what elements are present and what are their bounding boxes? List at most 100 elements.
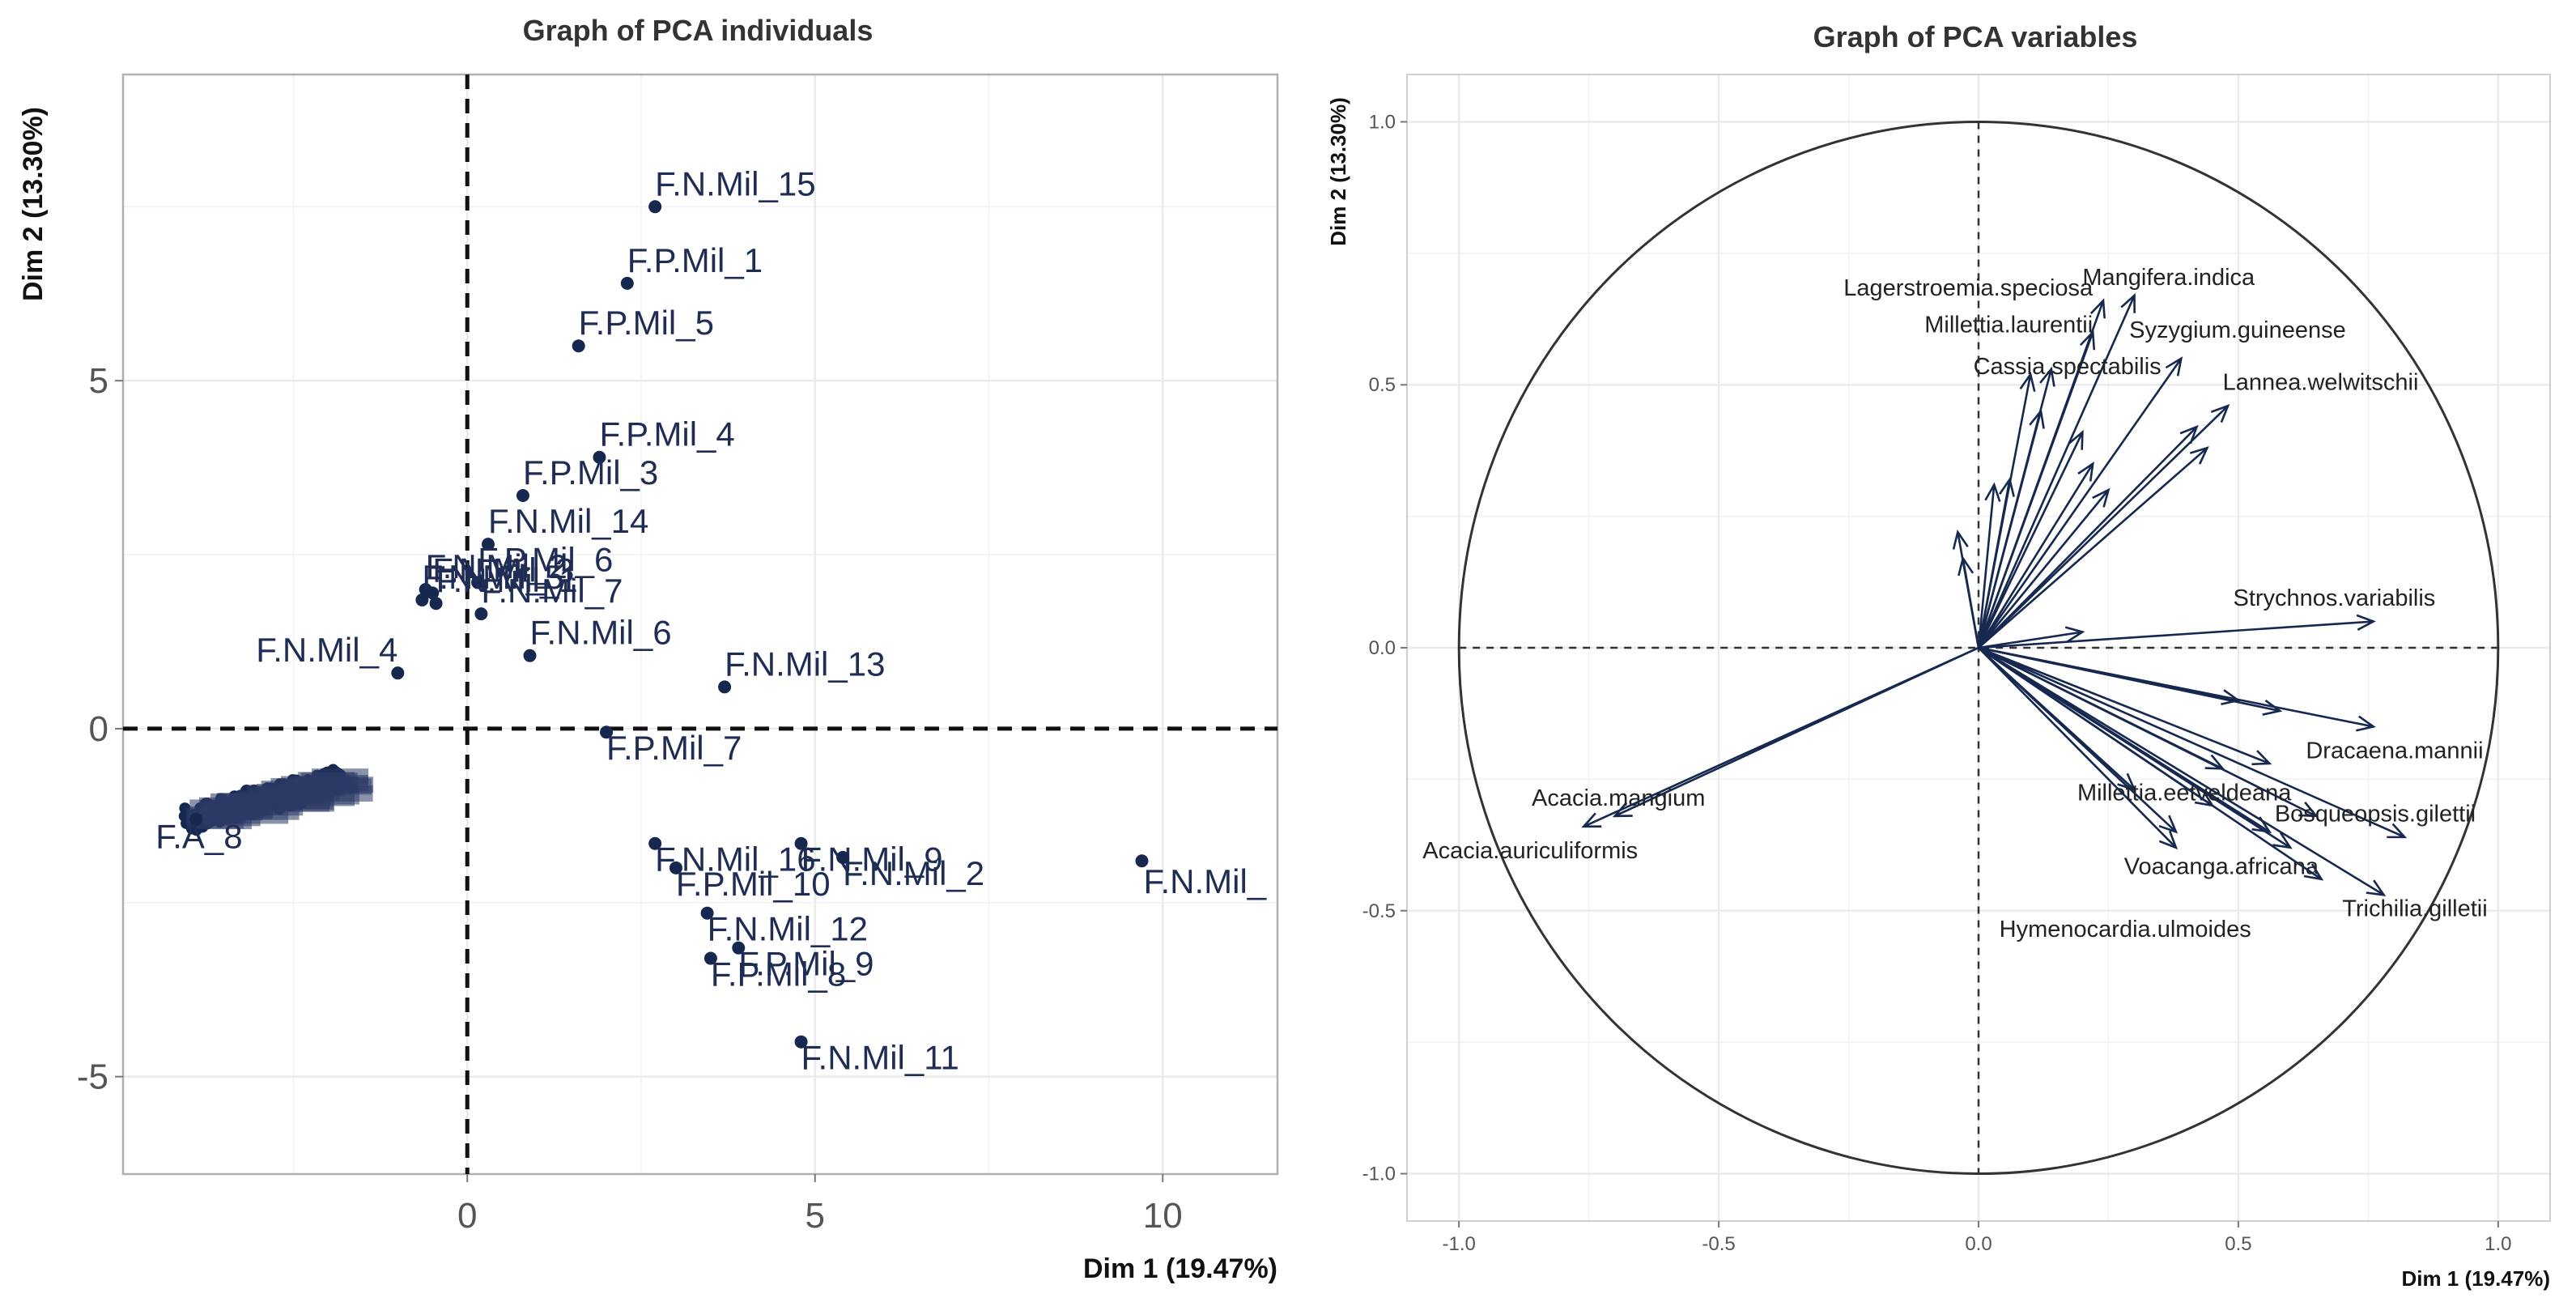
variable-arrow-head xyxy=(1958,555,1975,577)
variable-arrow-head xyxy=(2120,292,2136,313)
point-label: F.N.Mil_2 xyxy=(843,854,984,892)
y-tick-label: 0 xyxy=(89,709,108,749)
variable-arrow xyxy=(1977,368,2053,649)
y-tick-label: -5 xyxy=(77,1057,108,1097)
y-tick-label: 1.0 xyxy=(1369,111,1396,133)
x-tick-label: 5 xyxy=(805,1196,824,1236)
variable-arrow-head xyxy=(2356,715,2376,732)
variable-label: Millettia.eetveldeana xyxy=(2077,780,2292,806)
point-label: F.P.Mil_7 xyxy=(606,729,742,767)
data-point xyxy=(426,586,440,600)
data-point xyxy=(415,593,429,606)
variable-label: Lagerstroemia.speciosa xyxy=(1843,275,2094,301)
y-tick-label: 5 xyxy=(89,361,108,401)
point-label: F.N.Mil_9 xyxy=(801,840,943,879)
variable-arrow xyxy=(1978,447,2208,649)
variable-arrow xyxy=(1977,373,2032,649)
data-point xyxy=(391,666,405,680)
variable-arrow-head xyxy=(2210,403,2230,423)
variable-label: Dracaena.mannii xyxy=(2306,738,2483,764)
data-point xyxy=(471,576,485,589)
variable-arrow-head xyxy=(1581,812,1602,828)
data-point xyxy=(700,906,714,920)
point-label: F.N.Mil_1 xyxy=(436,561,578,599)
data-point xyxy=(429,597,443,611)
point-label: F.P.Mil_8 xyxy=(711,955,846,994)
variable-arrow xyxy=(1977,295,2136,649)
variable-arrow xyxy=(1978,405,2229,649)
variable-arrow-head xyxy=(2356,614,2376,631)
variable-arrow-head xyxy=(2262,699,2283,716)
point-label: F.P.Mil_10 xyxy=(676,865,831,903)
point-label: F.N.Mil_12 xyxy=(708,910,868,948)
point-label: F.N.Mil_2 xyxy=(426,547,567,585)
point-label: F.N.Mil_3 xyxy=(432,551,574,589)
data-point xyxy=(516,488,529,502)
variable-arrow xyxy=(1977,484,1996,649)
x-tick-label: 0 xyxy=(457,1196,477,1236)
variable-arrow-head xyxy=(2039,366,2055,387)
variable-arrow xyxy=(1978,631,2083,649)
panel-border xyxy=(121,73,1279,1176)
data-point xyxy=(794,836,808,850)
point-label: F.N.Mil_13 xyxy=(725,645,885,683)
variable-arrow xyxy=(1978,647,2136,791)
point-label: F.N.Mil_6 xyxy=(530,614,672,652)
variable-arrow-head xyxy=(2019,372,2036,392)
point-label: F.P.Mil_6 xyxy=(478,540,613,578)
variable-arrow-head xyxy=(1612,802,1633,818)
data-point xyxy=(836,850,850,864)
x-tick-label: -0.5 xyxy=(1702,1233,1735,1255)
y-tick-label: -1.0 xyxy=(1362,1164,1396,1185)
x-axis-label: Dim 1 (19.47%) xyxy=(1083,1253,1277,1284)
variable-arrow xyxy=(1978,646,2405,839)
x-axis-label: Dim 1 (19.47%) xyxy=(2401,1266,2550,1291)
point-label: F.P.Mil_3 xyxy=(523,453,658,491)
variable-arrow xyxy=(1977,462,2094,649)
point-label: F.P.Mil_5 xyxy=(579,304,714,342)
variable-arrow xyxy=(1978,647,2177,849)
point-label: F.N.Mil_11 xyxy=(801,1039,959,1077)
variable-arrow-head xyxy=(2272,832,2293,849)
variable-arrow xyxy=(1978,646,2323,880)
point-label: F.P.Mil_9 xyxy=(738,945,874,983)
variable-label: Millettia.laurentii xyxy=(1924,312,2093,338)
x-tick-label: 0.5 xyxy=(2225,1233,2251,1255)
pca-variables-chart: -1.0 -0.5 0.0 0.5 1.0 -1.0 -0.5 0.0 0.5 1.0 Lagers… xyxy=(1326,20,2551,1291)
data-point xyxy=(648,200,662,214)
overlapping-labels-cluster xyxy=(186,768,374,830)
variable-arrow xyxy=(1978,646,2291,849)
variable-label: Trichilia.gilletii xyxy=(2342,896,2487,921)
pca-individuals-chart: 0 5 10 -5 0 5 F.N.Mil_15 F.P.Mil_1 F.P.Mil_5 F.P.… xyxy=(18,14,1279,1284)
variable-arrow-head xyxy=(2092,487,2111,508)
variable-arrow-head xyxy=(2068,429,2084,450)
y-tick-label: 0.5 xyxy=(1369,374,1396,396)
variable-arrow xyxy=(1978,646,2317,818)
variable-arrow xyxy=(1978,426,2198,649)
variable-arrow-head xyxy=(2251,750,2272,766)
variable-label: Bosqueopsis.gilettii xyxy=(2275,801,2476,827)
x-tick-label: -1.0 xyxy=(1443,1233,1476,1255)
y-axis-label: Dim 2 (13.30%) xyxy=(18,107,49,301)
variable-label: Acacia.auriculiformis xyxy=(1422,838,1638,864)
variable-label: Hymenocardia.ulmoides xyxy=(2000,917,2251,942)
variable-arrow xyxy=(1977,432,2084,649)
point-label: F.A_8 xyxy=(155,818,242,856)
variable-arrow-head xyxy=(2179,424,2199,445)
data-point xyxy=(704,951,717,965)
variable-arrow-head xyxy=(1952,529,1969,550)
chart-title: Graph of PCA individuals xyxy=(523,14,874,47)
variable-label: Syzygium.guineense xyxy=(2129,317,2346,343)
y-tick-label: 0.0 xyxy=(1369,637,1396,659)
variable-arrow-head xyxy=(1984,482,2001,502)
variable-arrow xyxy=(1962,558,1980,649)
variable-arrow-head xyxy=(2158,830,2179,850)
x-tick-label: 10 xyxy=(1143,1196,1183,1236)
point-label: F.N.Mil_16 xyxy=(655,840,815,879)
variable-arrow xyxy=(1977,358,2183,649)
variable-arrow xyxy=(1978,646,2374,728)
variable-label: Mangifera.indica xyxy=(2082,265,2255,291)
variable-arrow xyxy=(1978,620,2374,649)
data-point xyxy=(648,836,662,850)
